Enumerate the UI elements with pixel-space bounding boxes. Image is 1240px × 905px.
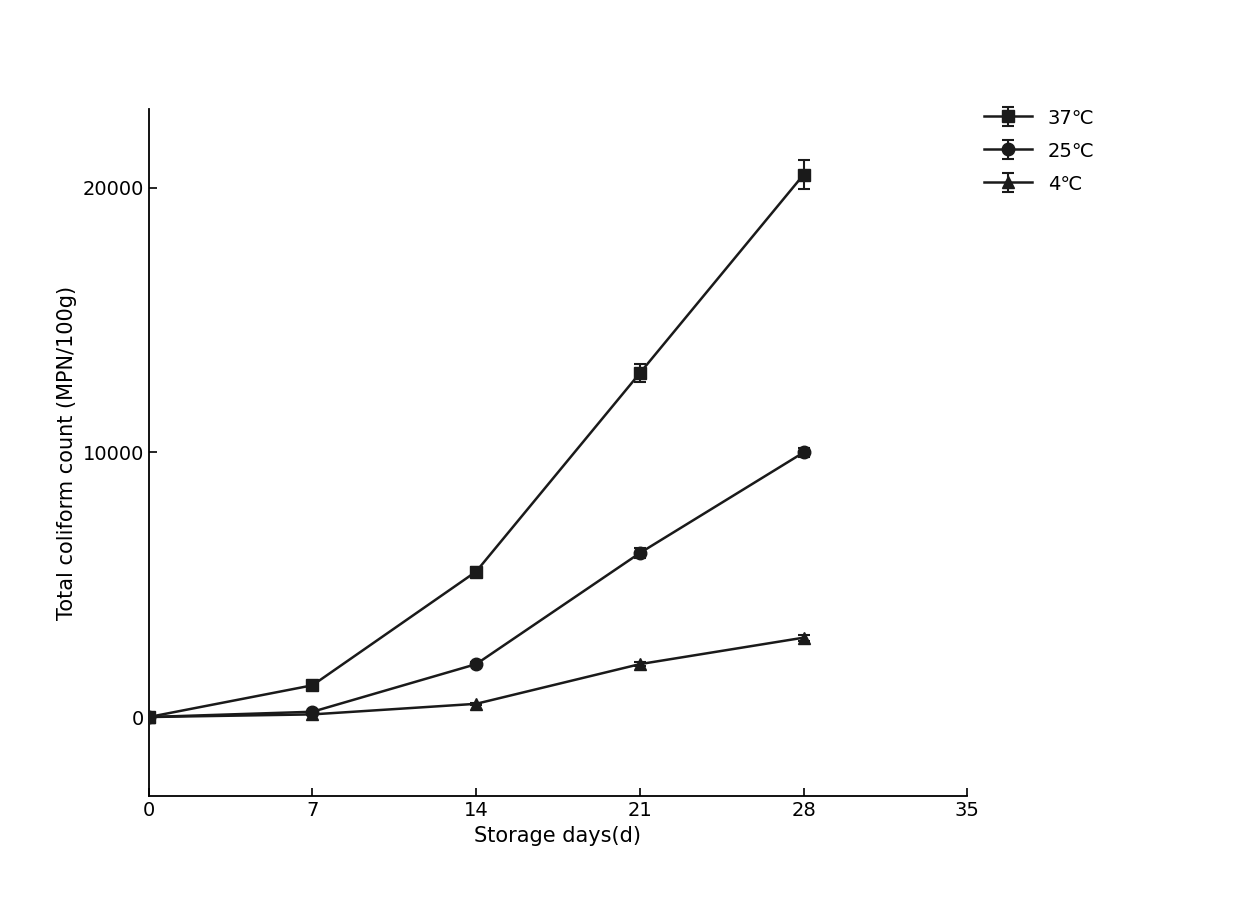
Legend: 37℃, 25℃, 4℃: 37℃, 25℃, 4℃ [983,109,1095,194]
X-axis label: Storage days(d): Storage days(d) [475,826,641,846]
Y-axis label: Total coliform count (MPN/100g): Total coliform count (MPN/100g) [57,285,77,620]
